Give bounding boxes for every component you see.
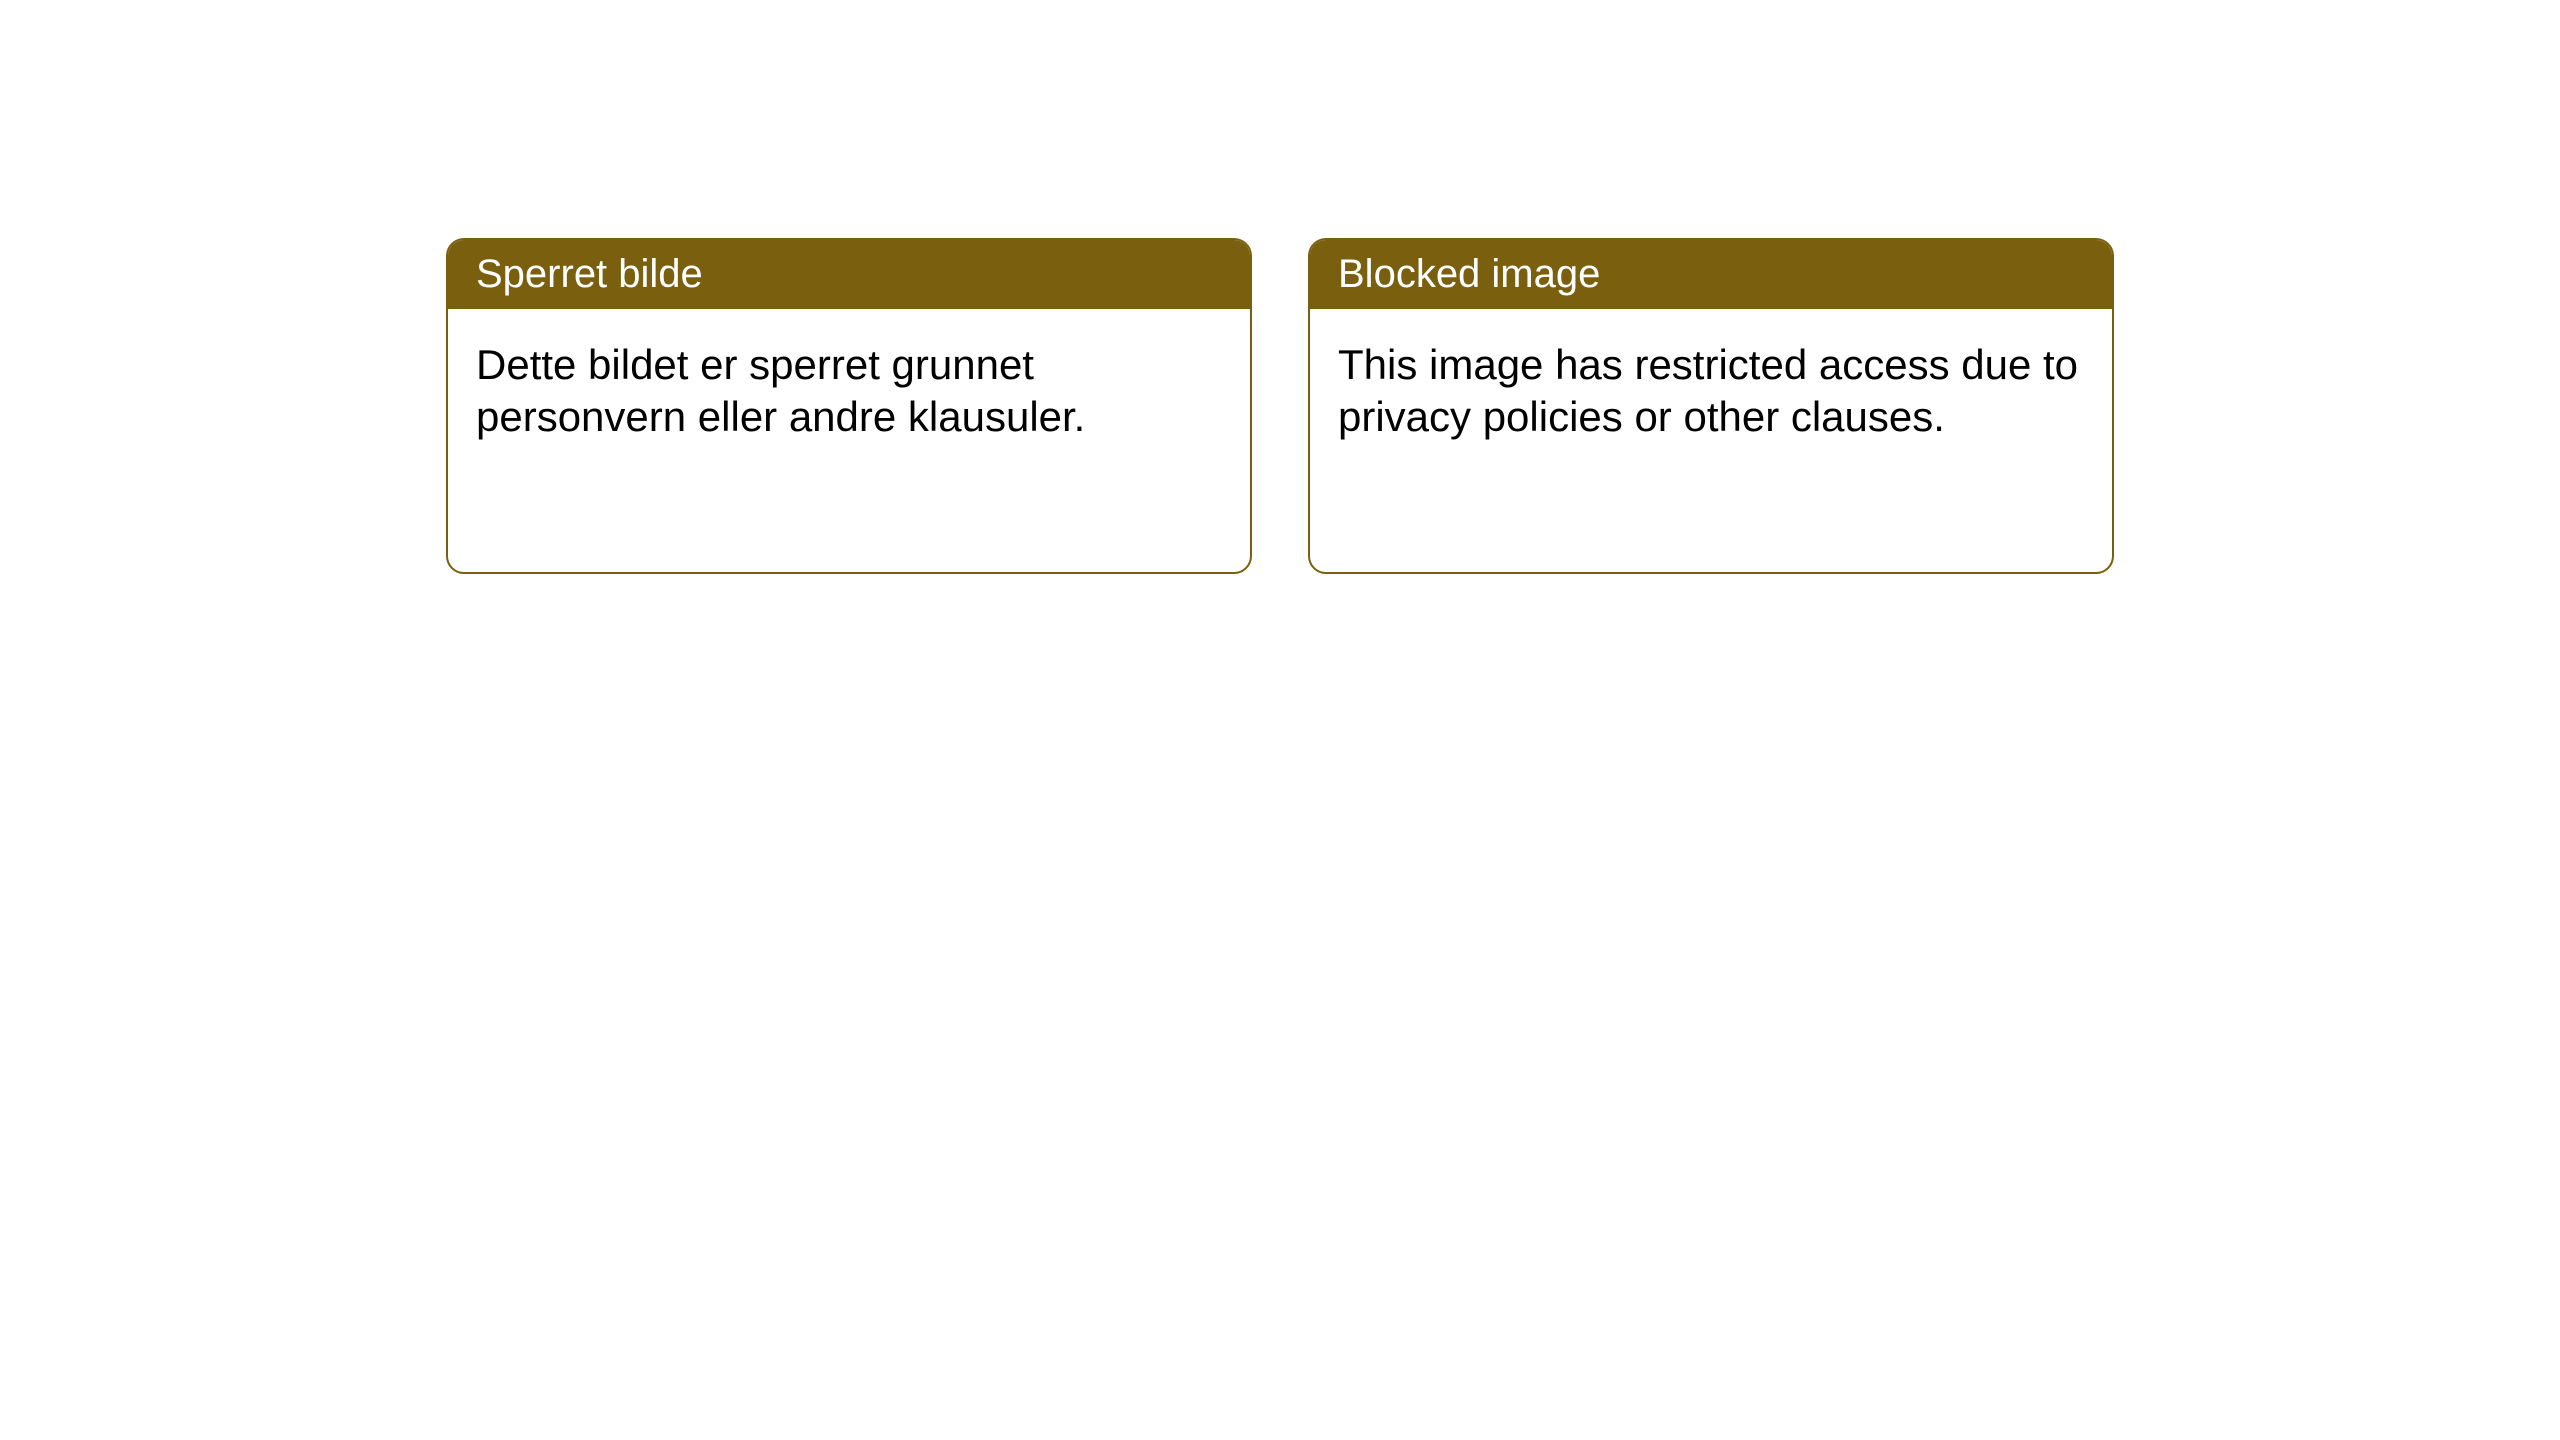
cards-container: Sperret bilde Dette bildet er sperret gr… xyxy=(0,0,2560,574)
card-title-no: Sperret bilde xyxy=(476,252,703,296)
card-header-en: Blocked image xyxy=(1310,240,2112,309)
card-title-en: Blocked image xyxy=(1338,252,1600,296)
card-body-en: This image has restricted access due to … xyxy=(1310,309,2112,473)
blocked-image-card-no: Sperret bilde Dette bildet er sperret gr… xyxy=(446,238,1252,574)
card-header-no: Sperret bilde xyxy=(448,240,1250,309)
card-text-no: Dette bildet er sperret grunnet personve… xyxy=(476,341,1085,440)
blocked-image-card-en: Blocked image This image has restricted … xyxy=(1308,238,2114,574)
card-body-no: Dette bildet er sperret grunnet personve… xyxy=(448,309,1250,473)
card-text-en: This image has restricted access due to … xyxy=(1338,341,2078,440)
